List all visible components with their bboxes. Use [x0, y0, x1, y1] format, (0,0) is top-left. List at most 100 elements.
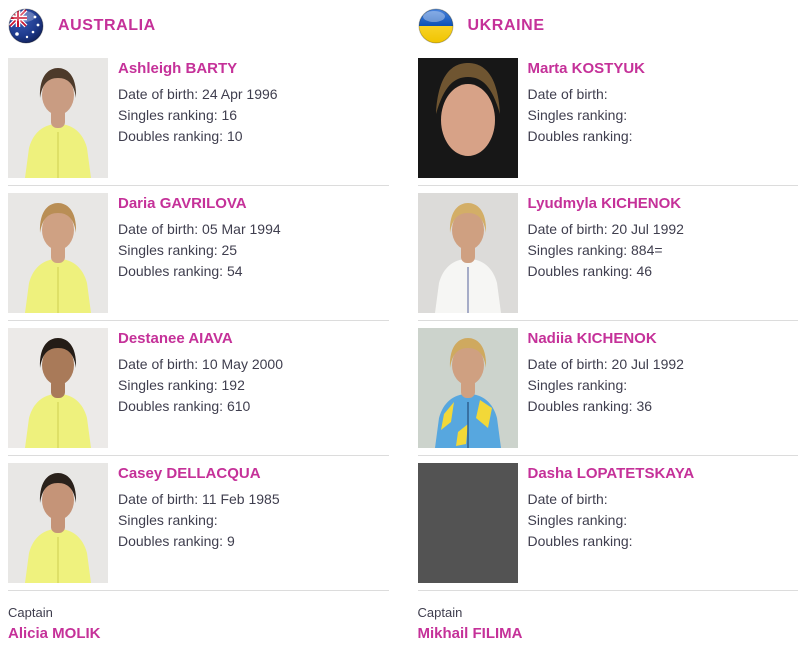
player-photo[interactable]	[417, 193, 518, 313]
team-header-ukraine: UKRAINE	[418, 8, 798, 44]
player-name[interactable]: Marta KOSTYUK	[527, 60, 646, 77]
player-name[interactable]: Daria GAVRILOVA	[118, 195, 247, 212]
doubles-label: Doubles ranking:	[527, 398, 633, 414]
singles-label: Singles ranking:	[527, 242, 628, 258]
player-info: Nadiia KICHENOK Date of birth: 20 Jul 19…	[528, 328, 684, 448]
doubles-value: 54	[226, 263, 243, 279]
dob-value: 10 May 2000	[202, 356, 283, 372]
team-name[interactable]: UKRAINE	[467, 17, 545, 34]
dob-line: Date of birth: 11 Feb 1985	[118, 489, 280, 510]
player-photo[interactable]	[417, 328, 518, 448]
dob-line: Date of birth: 24 Apr 1996	[118, 84, 278, 105]
player-card: Casey DELLACQUA Date of birth: 11 Feb 19…	[8, 463, 389, 591]
singles-value: 16	[221, 107, 238, 123]
dob-line: Date of birth:	[528, 489, 695, 510]
singles-value: 884=	[631, 242, 663, 258]
player-info: Daria GAVRILOVA Date of birth: 05 Mar 19…	[118, 193, 281, 313]
team-column-australia: AUSTRALIA Ashleigh BARTY Date of birth: …	[8, 8, 389, 642]
singles-line: Singles ranking:	[528, 375, 684, 396]
player-info: Lyudmyla KICHENOK Date of birth: 20 Jul …	[528, 193, 684, 313]
player-card: Daria GAVRILOVA Date of birth: 05 Mar 19…	[8, 193, 389, 321]
player-photo[interactable]	[417, 58, 518, 178]
doubles-line: Doubles ranking:	[528, 126, 646, 147]
singles-label: Singles ranking:	[527, 107, 628, 123]
team-name[interactable]: AUSTRALIA	[58, 17, 156, 34]
doubles-line: Doubles ranking: 9	[118, 531, 280, 552]
dob-line: Date of birth:	[528, 84, 646, 105]
singles-value: 25	[221, 242, 238, 258]
doubles-label: Doubles ranking:	[527, 263, 633, 279]
singles-line: Singles ranking: 25	[118, 240, 281, 261]
doubles-label: Doubles ranking:	[527, 533, 633, 549]
dob-value: 24 Apr 1996	[202, 86, 278, 102]
captain-name[interactable]: Alicia MOLIK	[8, 625, 101, 642]
singles-line: Singles ranking:	[118, 510, 280, 531]
captain-name[interactable]: Mikhail FILIMA	[417, 625, 523, 642]
player-info: Ashleigh BARTY Date of birth: 24 Apr 199…	[118, 58, 278, 178]
team-header-australia: AUSTRALIA	[8, 8, 389, 44]
ukraine-flag-icon	[418, 8, 454, 44]
player-card: Ashleigh BARTY Date of birth: 24 Apr 199…	[8, 58, 389, 186]
singles-label: Singles ranking:	[118, 512, 218, 528]
doubles-value: 9	[226, 533, 235, 549]
player-info: Dasha LOPATETSKAYA Date of birth: Single…	[528, 463, 695, 583]
singles-line: Singles ranking:	[528, 105, 646, 126]
doubles-line: Doubles ranking: 46	[528, 261, 684, 282]
doubles-label: Doubles ranking:	[527, 128, 633, 144]
dob-label: Date of birth:	[527, 221, 608, 237]
singles-label: Singles ranking:	[118, 377, 218, 393]
player-photo[interactable]	[8, 328, 108, 448]
doubles-label: Doubles ranking:	[118, 128, 224, 144]
player-info: Marta KOSTYUK Date of birth: Singles ran…	[528, 58, 646, 178]
doubles-line: Doubles ranking: 610	[118, 396, 283, 417]
dob-label: Date of birth:	[118, 221, 199, 237]
doubles-line: Doubles ranking: 54	[118, 261, 281, 282]
doubles-value: 10	[226, 128, 243, 144]
player-info: Casey DELLACQUA Date of birth: 11 Feb 19…	[118, 463, 280, 583]
dob-label: Date of birth:	[527, 356, 608, 372]
player-photo[interactable]	[8, 58, 108, 178]
dob-line: Date of birth: 10 May 2000	[118, 354, 283, 375]
singles-line: Singles ranking: 16	[118, 105, 278, 126]
doubles-label: Doubles ranking:	[118, 533, 224, 549]
player-name[interactable]: Dasha LOPATETSKAYA	[527, 465, 695, 482]
captain-label: Captain	[8, 605, 53, 620]
dob-label: Date of birth:	[527, 86, 608, 102]
doubles-label: Doubles ranking:	[118, 398, 224, 414]
player-photo[interactable]	[8, 193, 108, 313]
australia-flag-icon	[8, 8, 44, 44]
player-info: Destanee AIAVA Date of birth: 10 May 200…	[118, 328, 283, 448]
player-photo-placeholder[interactable]	[417, 463, 518, 583]
dob-label: Date of birth:	[527, 491, 608, 507]
player-name[interactable]: Casey DELLACQUA	[118, 465, 261, 482]
player-card: Nadiia KICHENOK Date of birth: 20 Jul 19…	[417, 328, 798, 456]
singles-label: Singles ranking:	[118, 242, 218, 258]
singles-label: Singles ranking:	[527, 377, 628, 393]
doubles-line: Doubles ranking: 36	[528, 396, 684, 417]
player-card: Destanee AIAVA Date of birth: 10 May 200…	[8, 328, 389, 456]
player-photo[interactable]	[8, 463, 108, 583]
player-name[interactable]: Lyudmyla KICHENOK	[527, 195, 682, 212]
dob-line: Date of birth: 20 Jul 1992	[528, 354, 684, 375]
singles-label: Singles ranking:	[118, 107, 218, 123]
player-name[interactable]: Destanee AIAVA	[118, 330, 233, 347]
dob-value: 11 Feb 1985	[202, 491, 280, 507]
singles-value: 192	[221, 377, 245, 393]
dob-value: 20 Jul 1992	[611, 221, 684, 237]
dob-label: Date of birth:	[118, 356, 199, 372]
doubles-label: Doubles ranking:	[118, 263, 224, 279]
player-card: Dasha LOPATETSKAYA Date of birth: Single…	[417, 463, 798, 591]
player-name[interactable]: Ashleigh BARTY	[118, 60, 238, 77]
doubles-value: 610	[226, 398, 251, 414]
dob-value: 20 Jul 1992	[611, 356, 684, 372]
singles-label: Singles ranking:	[527, 512, 628, 528]
doubles-line: Doubles ranking:	[528, 531, 695, 552]
player-card: Marta KOSTYUK Date of birth: Singles ran…	[417, 58, 798, 186]
captain-block: Captain Mikhail FILIMA	[418, 598, 798, 642]
singles-line: Singles ranking:	[528, 510, 695, 531]
dob-line: Date of birth: 20 Jul 1992	[528, 219, 684, 240]
dob-value: 05 Mar 1994	[202, 221, 281, 237]
dob-label: Date of birth:	[118, 86, 199, 102]
player-name[interactable]: Nadiia KICHENOK	[527, 330, 657, 347]
